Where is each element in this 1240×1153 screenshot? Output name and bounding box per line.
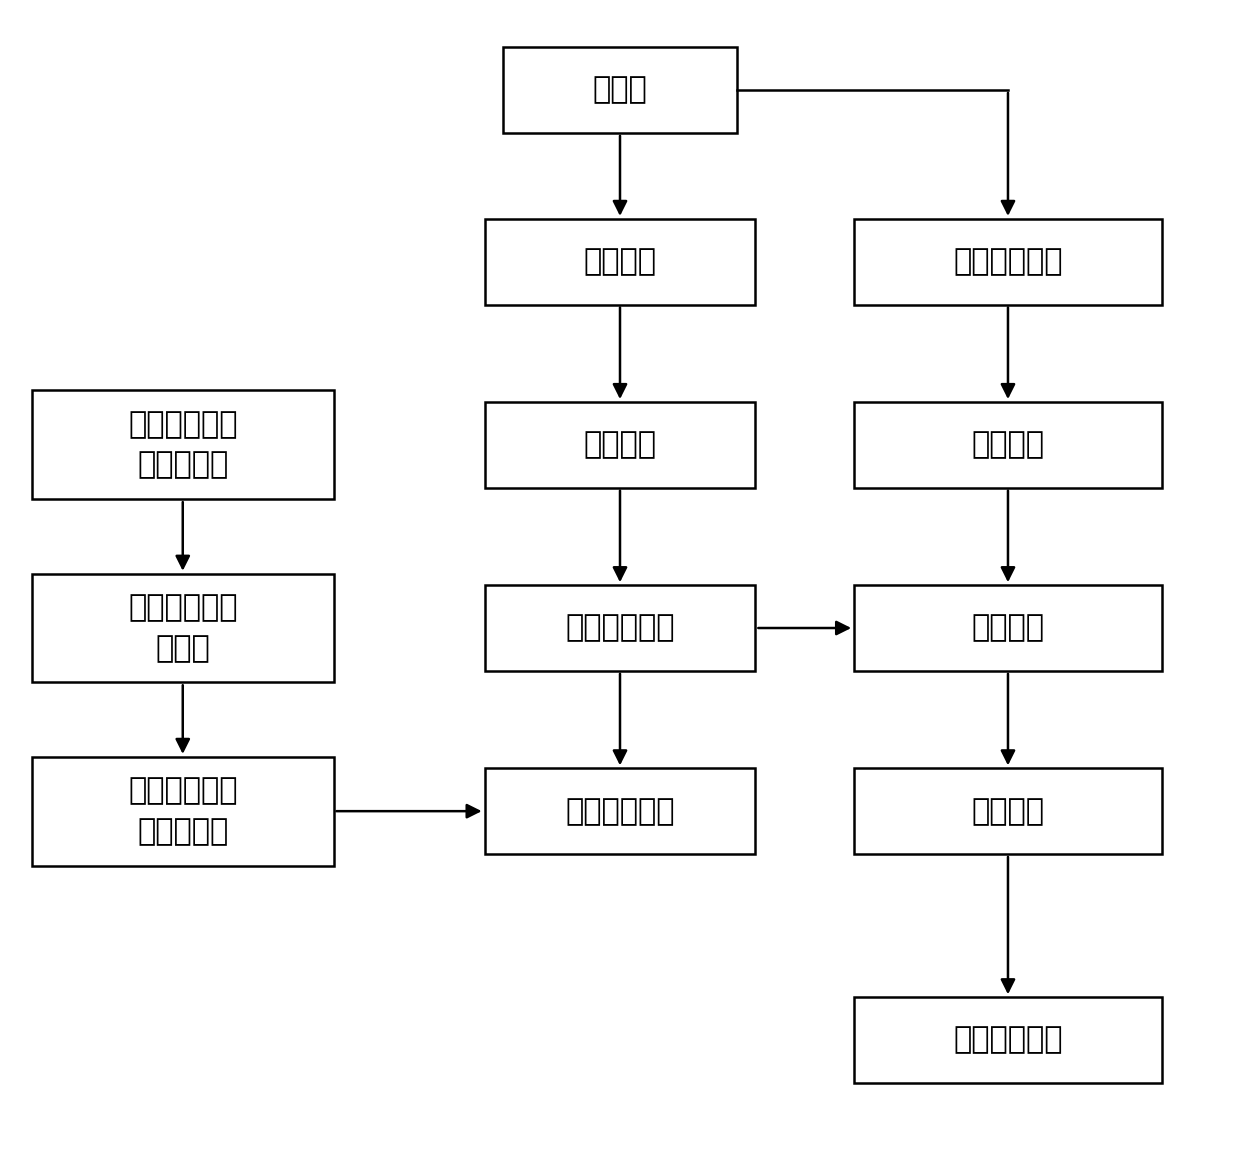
Bar [503,47,737,133]
Bar [32,391,334,499]
Bar [485,585,755,671]
Bar [32,756,334,866]
Text: 历史数据: 历史数据 [584,247,656,277]
Text: 实时故障数据: 实时故障数据 [954,247,1063,277]
Bar [854,402,1162,488]
Text: 建立终端故障
隶属度函数: 建立终端故障 隶属度函数 [128,410,238,480]
Bar [854,997,1162,1083]
Bar [854,768,1162,854]
Bar [485,768,755,854]
Bar [485,219,755,304]
Text: 数据源: 数据源 [593,75,647,105]
Text: 特征提取: 特征提取 [971,430,1044,459]
Text: 选线结果: 选线结果 [971,797,1044,826]
Bar [854,585,1162,671]
Text: 特征目标函数: 特征目标函数 [565,613,675,642]
Bar [32,574,334,683]
Text: 建立终端权系
数函数: 建立终端权系 数函数 [128,594,238,663]
Bar [485,402,755,488]
Text: 建立线路故障
隶属度函数: 建立线路故障 隶属度函数 [128,776,238,846]
Text: 选线结果评价: 选线结果评价 [954,1025,1063,1055]
Bar [854,219,1162,304]
Text: 选线判据: 选线判据 [971,613,1044,642]
Text: 确定最优参数: 确定最优参数 [565,797,675,826]
Text: 特征提取: 特征提取 [584,430,656,459]
